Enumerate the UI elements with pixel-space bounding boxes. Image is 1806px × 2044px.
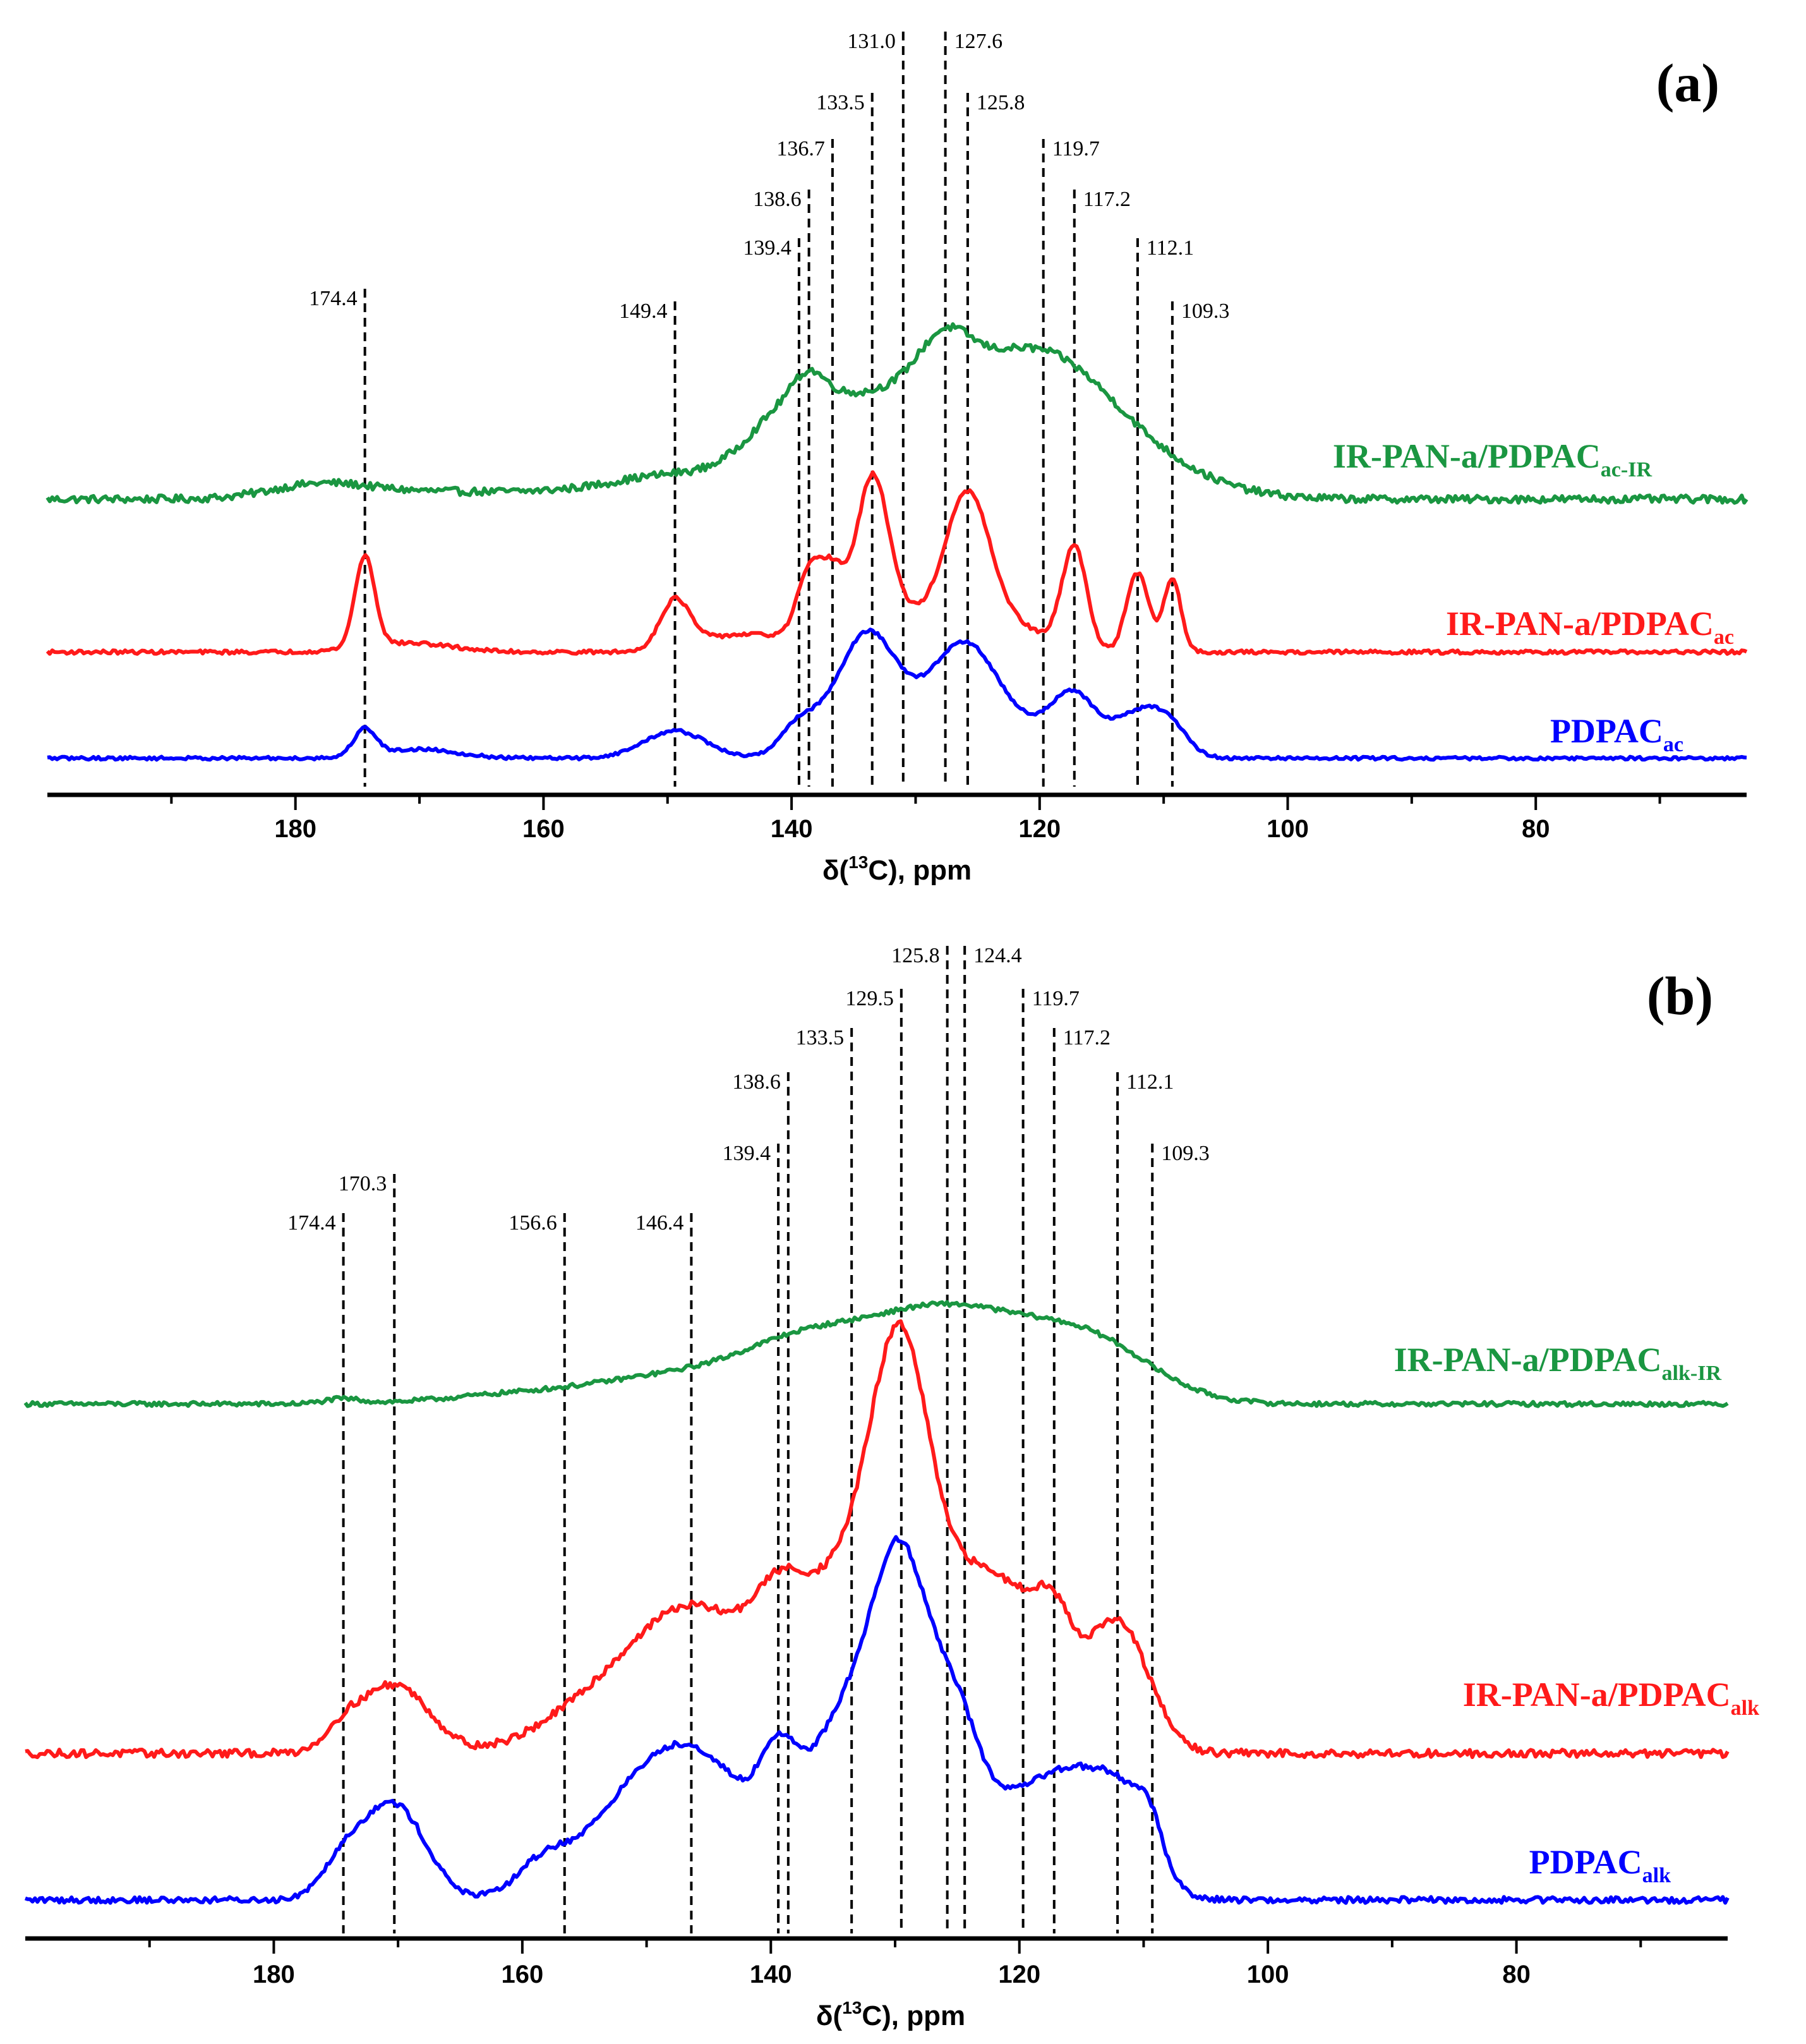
- tick-label: 120: [1018, 815, 1061, 843]
- reference-line-label: 138.6: [753, 188, 802, 211]
- tick-label: 120: [998, 1961, 1040, 1988]
- panel-a-label: (a): [1656, 52, 1719, 113]
- series-label: IR-PAN-a/PDPACalk: [1463, 1676, 1759, 1720]
- panel-a-x-axis: 180 160 140 120 100 80: [47, 792, 1747, 843]
- reference-line-label: 112.1: [1147, 236, 1194, 260]
- spectrum-trace: [24, 1535, 1730, 1905]
- panel-b-x-axis: 180 160 140 120 100 80: [25, 1936, 1728, 1988]
- tick-label: 140: [750, 1961, 792, 1988]
- reference-line-label: 127.6: [954, 30, 1003, 53]
- reference-line-label: 117.2: [1083, 188, 1131, 211]
- series-label: IR-PAN-a/PDPACac-IR: [1333, 437, 1652, 481]
- spectrum-trace: [45, 322, 1749, 505]
- tick-label: 100: [1267, 815, 1309, 843]
- panel-a-traces: IR-PAN-a/PDPACac-IR IR-PAN-a/PDPACac PDPAC…: [45, 322, 1749, 762]
- panel-b-x-axis-title: δ(13C), ppm: [816, 1998, 965, 2031]
- reference-line-label: 117.2: [1063, 1026, 1111, 1049]
- spectrum-trace: [45, 470, 1748, 656]
- reference-line-label: 170.3: [339, 1172, 387, 1195]
- series-label: PDPACalk: [1529, 1843, 1671, 1887]
- panel-a-x-axis-title: δ(13C), ppm: [822, 852, 972, 886]
- reference-line-label: 109.3: [1181, 299, 1230, 323]
- reference-line-label: 119.7: [1052, 137, 1100, 160]
- panel-a-reference-lines: 174.4 149.4 139.4 138.6 136.7 133.5 131.0 127.6…: [309, 30, 1229, 787]
- series-label: IR-PAN-a/PDPACalk-IR: [1394, 1341, 1722, 1385]
- tick-label: 80: [1522, 815, 1550, 843]
- reference-line-label: 139.4: [743, 236, 792, 260]
- reference-line-label: 129.5: [845, 987, 894, 1010]
- tick-label: 160: [522, 815, 565, 843]
- panel-b-traces: IR-PAN-a/PDPACalk-IR IR-PAN-a/PDPACalk PDP…: [23, 1300, 1759, 1905]
- tick-label: 180: [274, 815, 316, 843]
- reference-line-label: 124.4: [973, 944, 1022, 967]
- reference-line-label: 174.4: [287, 1211, 336, 1235]
- reference-line-label: 133.5: [816, 91, 865, 114]
- reference-line-label: 149.4: [619, 299, 668, 323]
- tick-label: 140: [771, 815, 813, 843]
- panel-b-label: (b): [1647, 965, 1713, 1026]
- panel-a: 174.4 149.4 139.4 138.6 136.7 133.5 131.0 127.6…: [45, 30, 1749, 886]
- tick-label: 80: [1502, 1961, 1531, 1988]
- reference-line-label: 136.7: [776, 137, 825, 160]
- series-label: IR-PAN-a/PDPACac: [1446, 605, 1734, 649]
- spectrum-trace: [23, 1300, 1729, 1408]
- reference-line-label: 131.0: [847, 30, 896, 53]
- reference-line-label: 139.4: [723, 1142, 771, 1165]
- reference-line-label: 125.8: [977, 91, 1025, 114]
- series-label: PDPACac: [1550, 712, 1683, 756]
- reference-line-label: 138.6: [732, 1070, 781, 1094]
- tick-label: 160: [501, 1961, 543, 1988]
- reference-line-label: 174.4: [309, 287, 358, 310]
- reference-line-label: 125.8: [891, 944, 940, 967]
- reference-line-label: 156.6: [509, 1211, 557, 1235]
- spectrum-trace: [47, 627, 1747, 762]
- reference-line-label: 112.1: [1126, 1070, 1174, 1094]
- tick-label: 180: [253, 1961, 295, 1988]
- reference-line-label: 119.7: [1032, 987, 1080, 1010]
- tick-label: 100: [1247, 1961, 1289, 1988]
- reference-line-label: 109.3: [1161, 1142, 1210, 1165]
- spectrum-trace: [25, 1319, 1730, 1760]
- reference-line-label: 146.4: [635, 1211, 684, 1235]
- reference-line-label: 133.5: [796, 1026, 845, 1049]
